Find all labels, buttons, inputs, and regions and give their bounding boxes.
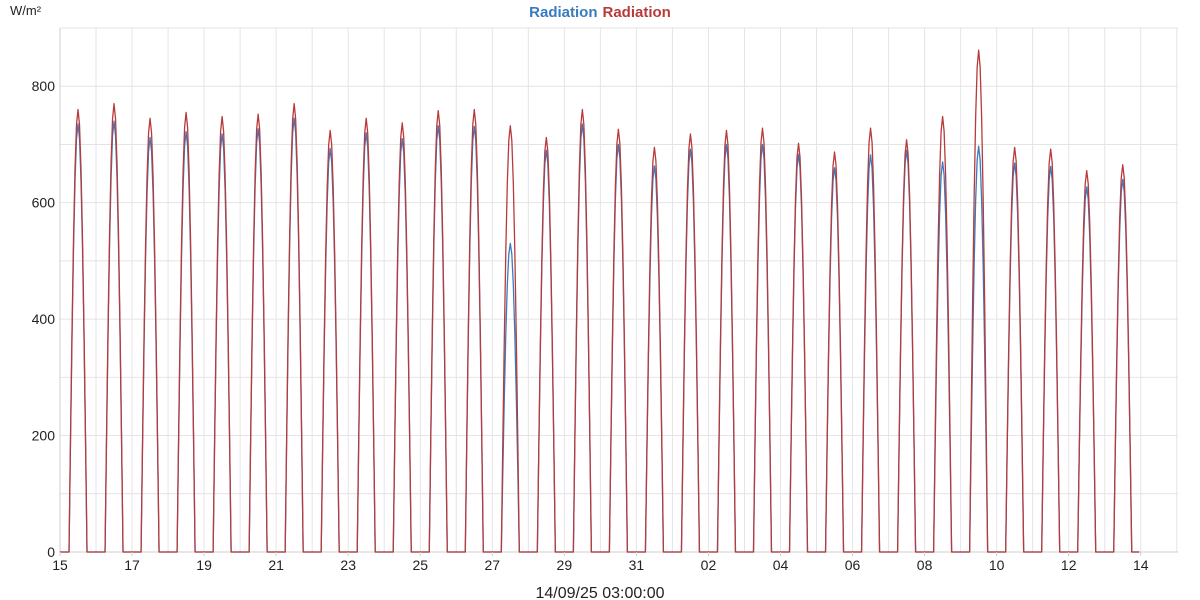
x-tick-labels: 15 17 19 21 23 25 27 29 31 02 04 06 08 10 12 14 bbox=[52, 552, 1149, 573]
x-tick-label: 23 bbox=[340, 557, 356, 573]
x-tick-label: 02 bbox=[701, 557, 717, 573]
y-tick-label: 400 bbox=[32, 311, 56, 327]
series-line-2 bbox=[60, 49, 1140, 553]
x-axis-title: 14/09/25 03:00:00 bbox=[535, 585, 664, 600]
x-tick-label: 06 bbox=[845, 557, 861, 573]
chart-title: Radiation Radiation bbox=[529, 4, 671, 21]
y-tick-label: 0 bbox=[47, 544, 55, 560]
x-tick-label: 19 bbox=[196, 557, 212, 573]
x-tick-label: 27 bbox=[485, 557, 501, 573]
y-tick-label: 600 bbox=[32, 195, 56, 211]
y-tick-label: 800 bbox=[32, 78, 56, 94]
y-tick-label: 200 bbox=[32, 428, 56, 444]
y-axis-unit-label: W/m² bbox=[10, 3, 42, 18]
data-series bbox=[60, 49, 1140, 553]
x-tick-label: 17 bbox=[124, 557, 140, 573]
x-tick-label: 12 bbox=[1061, 557, 1077, 573]
x-tick-label: 15 bbox=[52, 557, 68, 573]
x-tick-label: 14 bbox=[1133, 557, 1149, 573]
series-line-1 bbox=[60, 117, 1140, 553]
y-tick-labels: 0 200 400 600 800 bbox=[32, 78, 56, 560]
x-tick-label: 25 bbox=[412, 557, 428, 573]
x-tick-label: 29 bbox=[557, 557, 573, 573]
x-tick-label: 31 bbox=[629, 557, 645, 573]
x-tick-label: 10 bbox=[989, 557, 1005, 573]
title-series-2: Radiation bbox=[603, 4, 671, 21]
grid-lines bbox=[59, 27, 1178, 552]
title-series-1: Radiation bbox=[529, 4, 597, 21]
x-tick-label: 04 bbox=[773, 557, 789, 573]
x-tick-label: 21 bbox=[268, 557, 284, 573]
x-tick-label: 08 bbox=[917, 557, 933, 573]
